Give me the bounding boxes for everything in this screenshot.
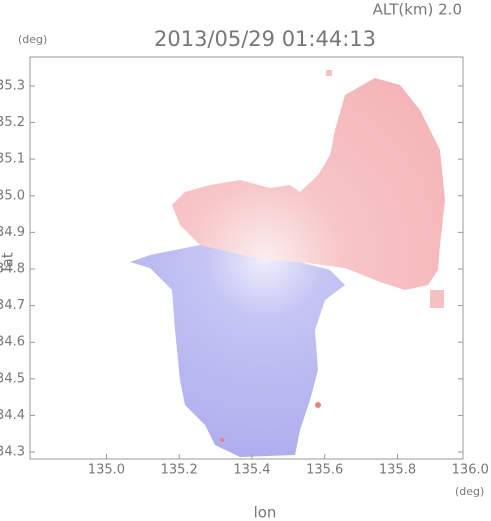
- x-tick-label: 135.8: [379, 463, 416, 478]
- x-tick-label: 135.6: [306, 463, 343, 478]
- echo-speck: [315, 402, 321, 408]
- y-tick-label: 34.8: [0, 261, 25, 276]
- y-unit: (deg): [18, 33, 47, 46]
- echo-speck: [220, 438, 224, 442]
- echo-speck: [326, 70, 332, 76]
- x-tick-label: 135.4: [233, 463, 270, 478]
- y-tick-label: 34.4: [0, 408, 25, 423]
- x-tick-label: 135.2: [161, 463, 198, 478]
- altitude-label: ALT(km) 2.0: [373, 1, 462, 19]
- y-tick-label: 35.0: [0, 188, 25, 203]
- velocity-field: [130, 70, 445, 457]
- y-tick-label: 34.7: [0, 298, 25, 313]
- approaching-region: [130, 245, 345, 457]
- y-tick-label: 34.5: [0, 371, 25, 386]
- x-unit: (deg): [455, 485, 484, 498]
- receding-region: [172, 78, 445, 290]
- x-tick-label: 136.0: [452, 463, 489, 478]
- y-tick-label: 35.3: [0, 78, 25, 93]
- chart-title: 2013/05/29 01:44:13: [154, 27, 376, 51]
- y-tick-label: 35.1: [0, 152, 25, 167]
- y-tick-label: 34.6: [0, 335, 25, 350]
- y-tick-label: 34.3: [0, 445, 25, 460]
- y-tick-label: 35.2: [0, 115, 25, 130]
- y-axis-label: lat: [0, 252, 17, 271]
- x-tick-label: 135.0: [88, 463, 125, 478]
- echo-speck: [430, 290, 444, 308]
- x-axis-label: lon: [254, 504, 277, 521]
- plot-frame: [29, 56, 464, 460]
- y-tick-label: 34.9: [0, 225, 25, 240]
